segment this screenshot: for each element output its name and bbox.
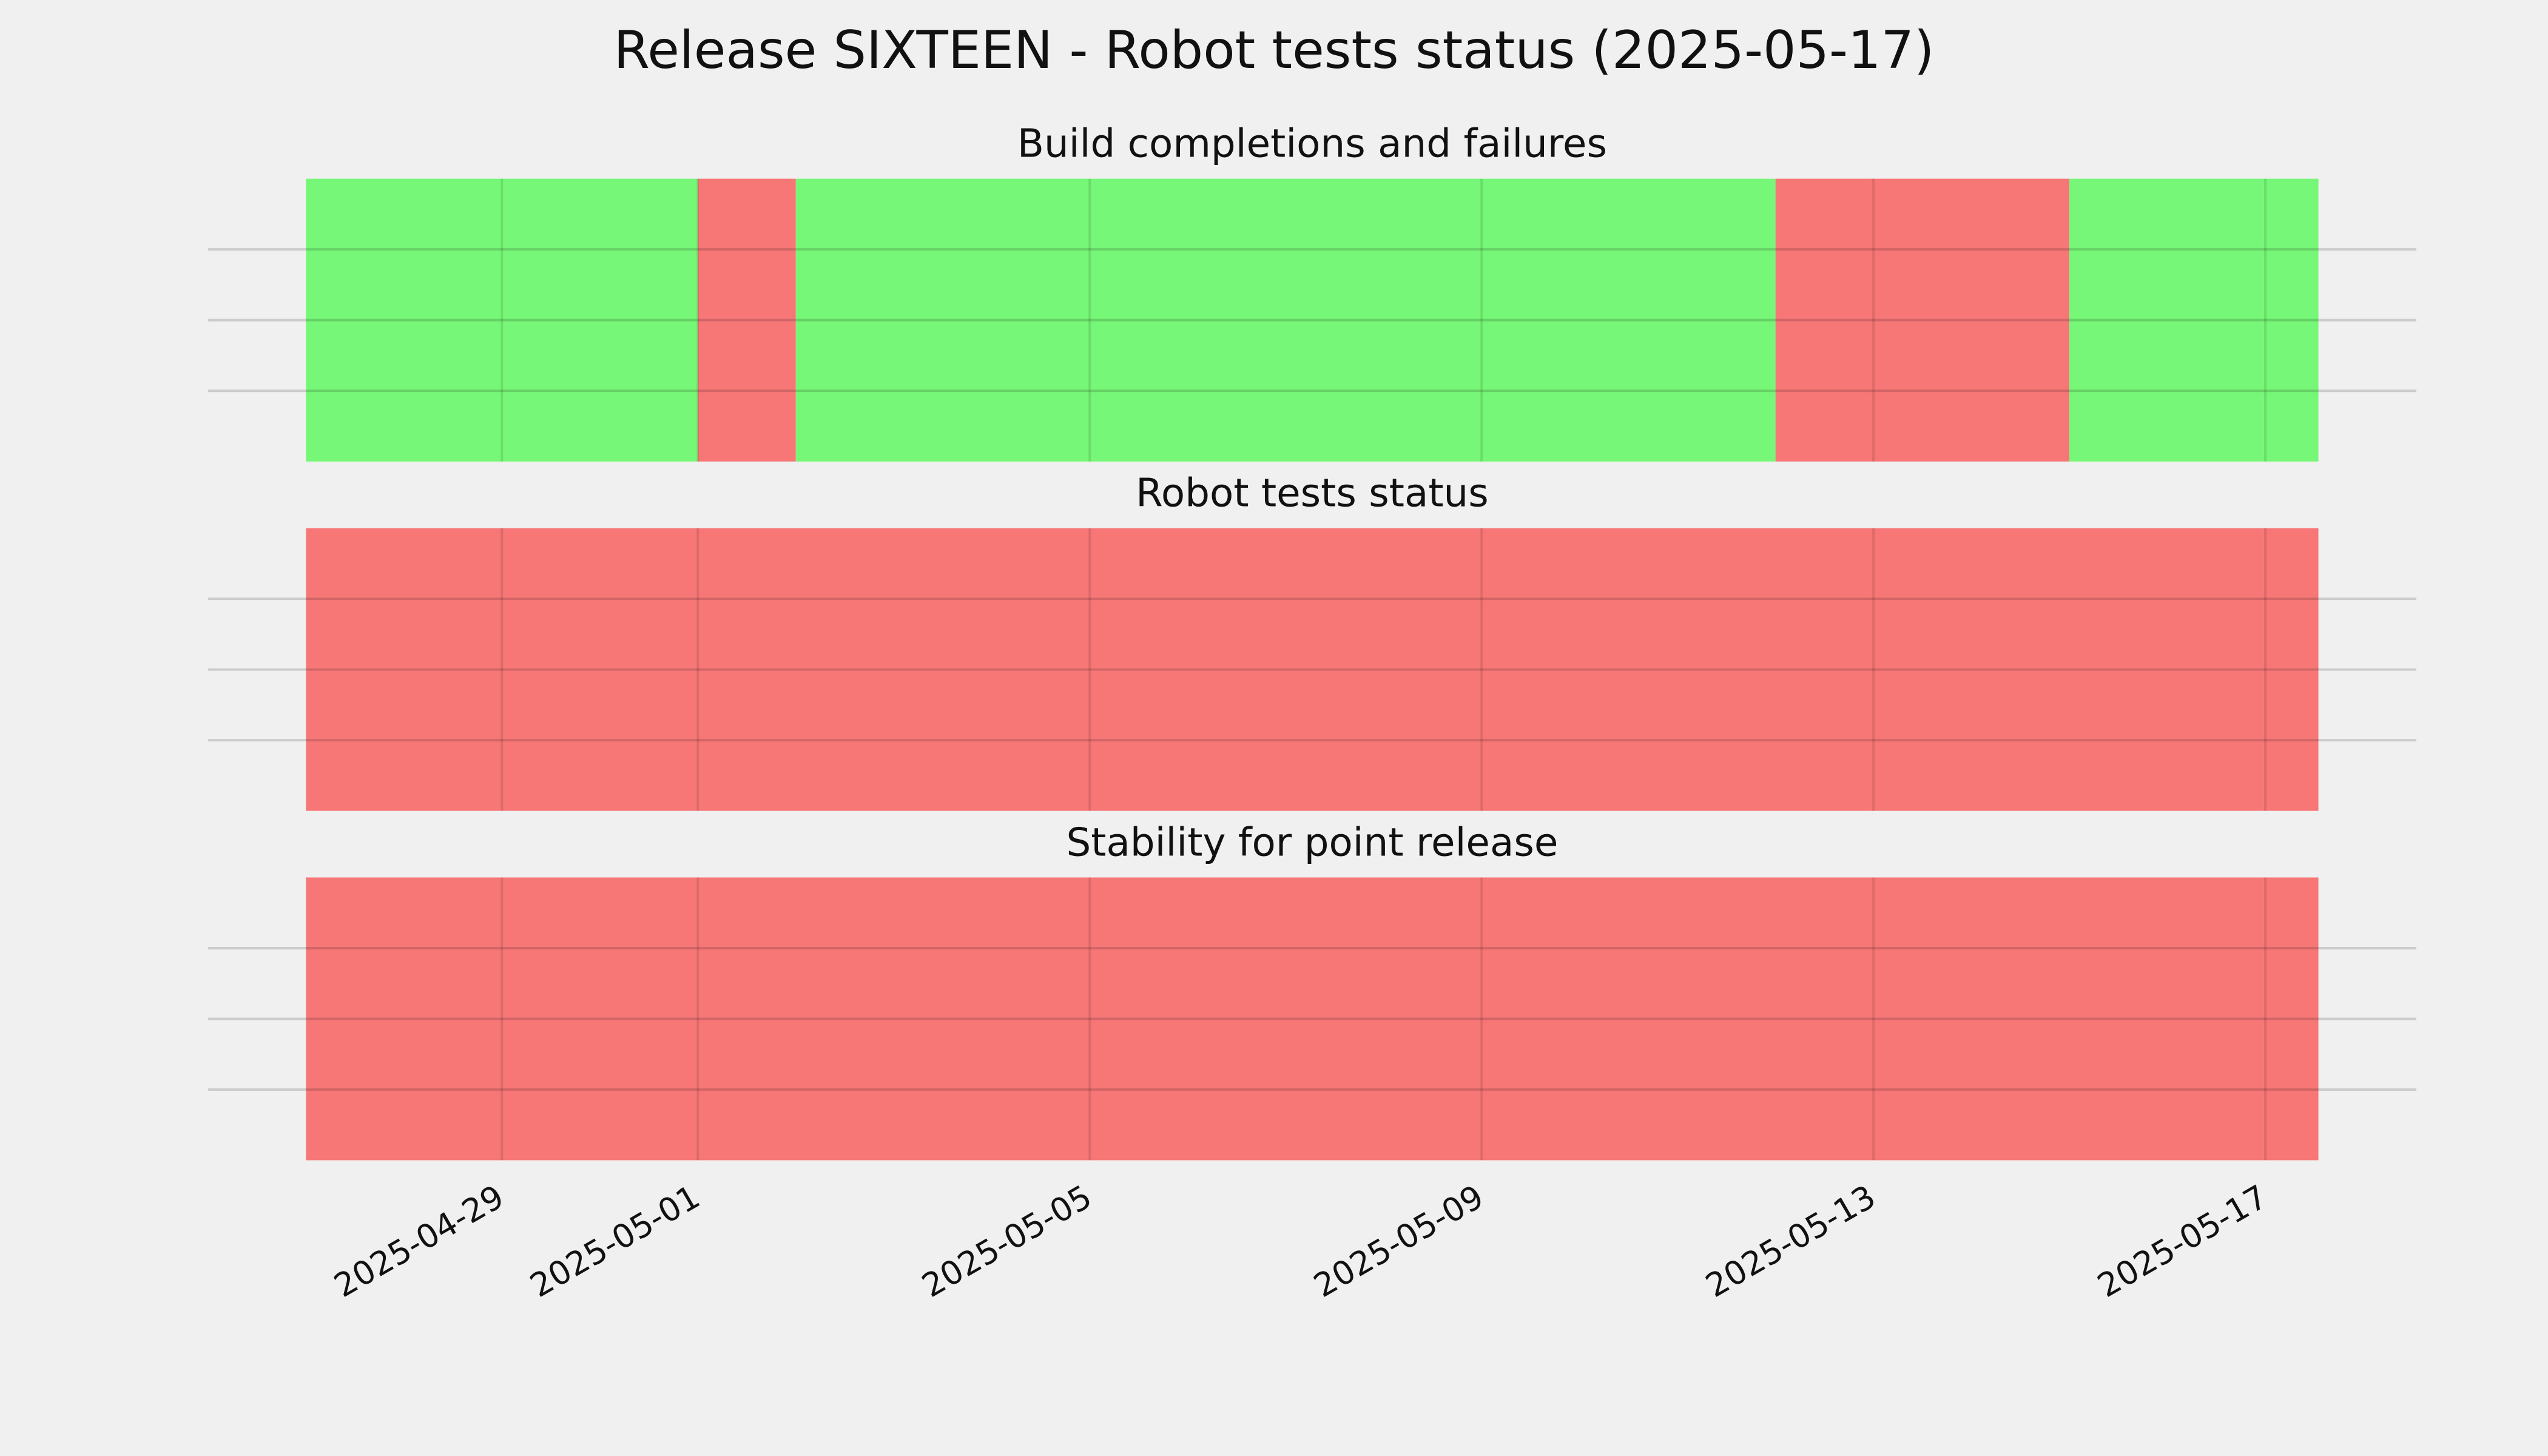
status-segment bbox=[2069, 178, 2319, 462]
status-segment bbox=[306, 528, 2319, 811]
status-segment bbox=[306, 877, 2319, 1161]
status-segment bbox=[1775, 178, 2070, 462]
status-segment bbox=[306, 178, 698, 462]
figure-title: Release SIXTEEN - Robot tests status (20… bbox=[614, 20, 1935, 81]
panel-title: Build completions and failures bbox=[1017, 121, 1607, 167]
panel-title: Robot tests status bbox=[1136, 471, 1489, 516]
status-segment bbox=[698, 178, 796, 462]
status-segment bbox=[795, 178, 1776, 462]
panel-title: Stability for point release bbox=[1067, 820, 1559, 865]
